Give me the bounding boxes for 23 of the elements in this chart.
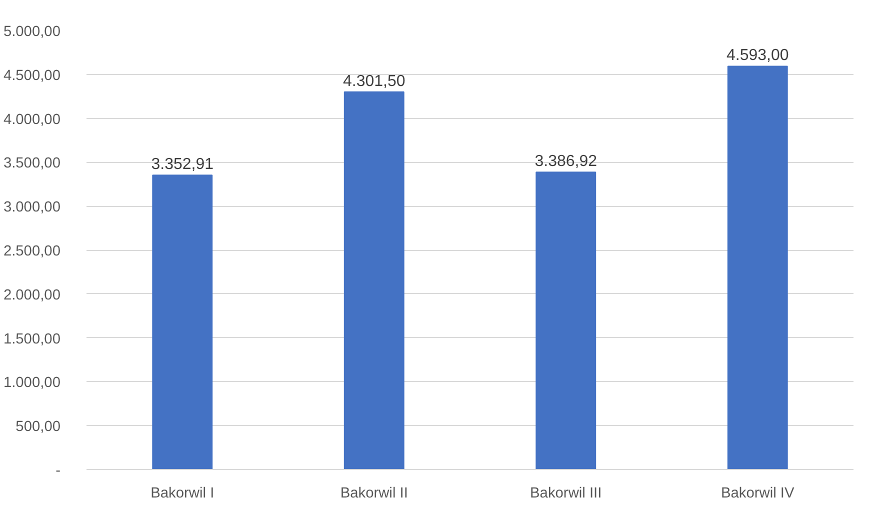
y-tick-label: 4.500,00 (3, 68, 61, 84)
y-tick-label: 1.500,00 (3, 331, 61, 348)
y-tick-label: 5.000,00 (3, 24, 61, 40)
y-tick-label: 4.000,00 (3, 112, 61, 128)
data-label: 4.301,50 (342, 72, 406, 90)
x-tick-label: Bakorwil II (340, 486, 408, 502)
y-tick-label: - (56, 463, 61, 479)
x-tick-label: Bakorwil III (530, 486, 602, 502)
data-label: 4.593,00 (726, 47, 789, 64)
x-tick-label: Bakorwil IV (720, 486, 794, 502)
data-label: 3.386,92 (534, 153, 598, 170)
y-tick-label: 3.500,00 (3, 156, 61, 172)
x-tick-label: Bakorwil I (150, 486, 214, 502)
y-tick-label: 1.000,00 (3, 375, 61, 392)
data-label: 3.352,91 (151, 156, 214, 174)
y-tick-label: 3.000,00 (3, 200, 61, 216)
bar (536, 172, 596, 470)
y-tick-label: 2.000,00 (3, 287, 61, 304)
bar (152, 174, 213, 470)
y-tick-label: 500,00 (16, 419, 60, 436)
bar (727, 66, 788, 470)
y-tick-label: 2.500,00 (3, 244, 61, 260)
bar (344, 91, 404, 470)
